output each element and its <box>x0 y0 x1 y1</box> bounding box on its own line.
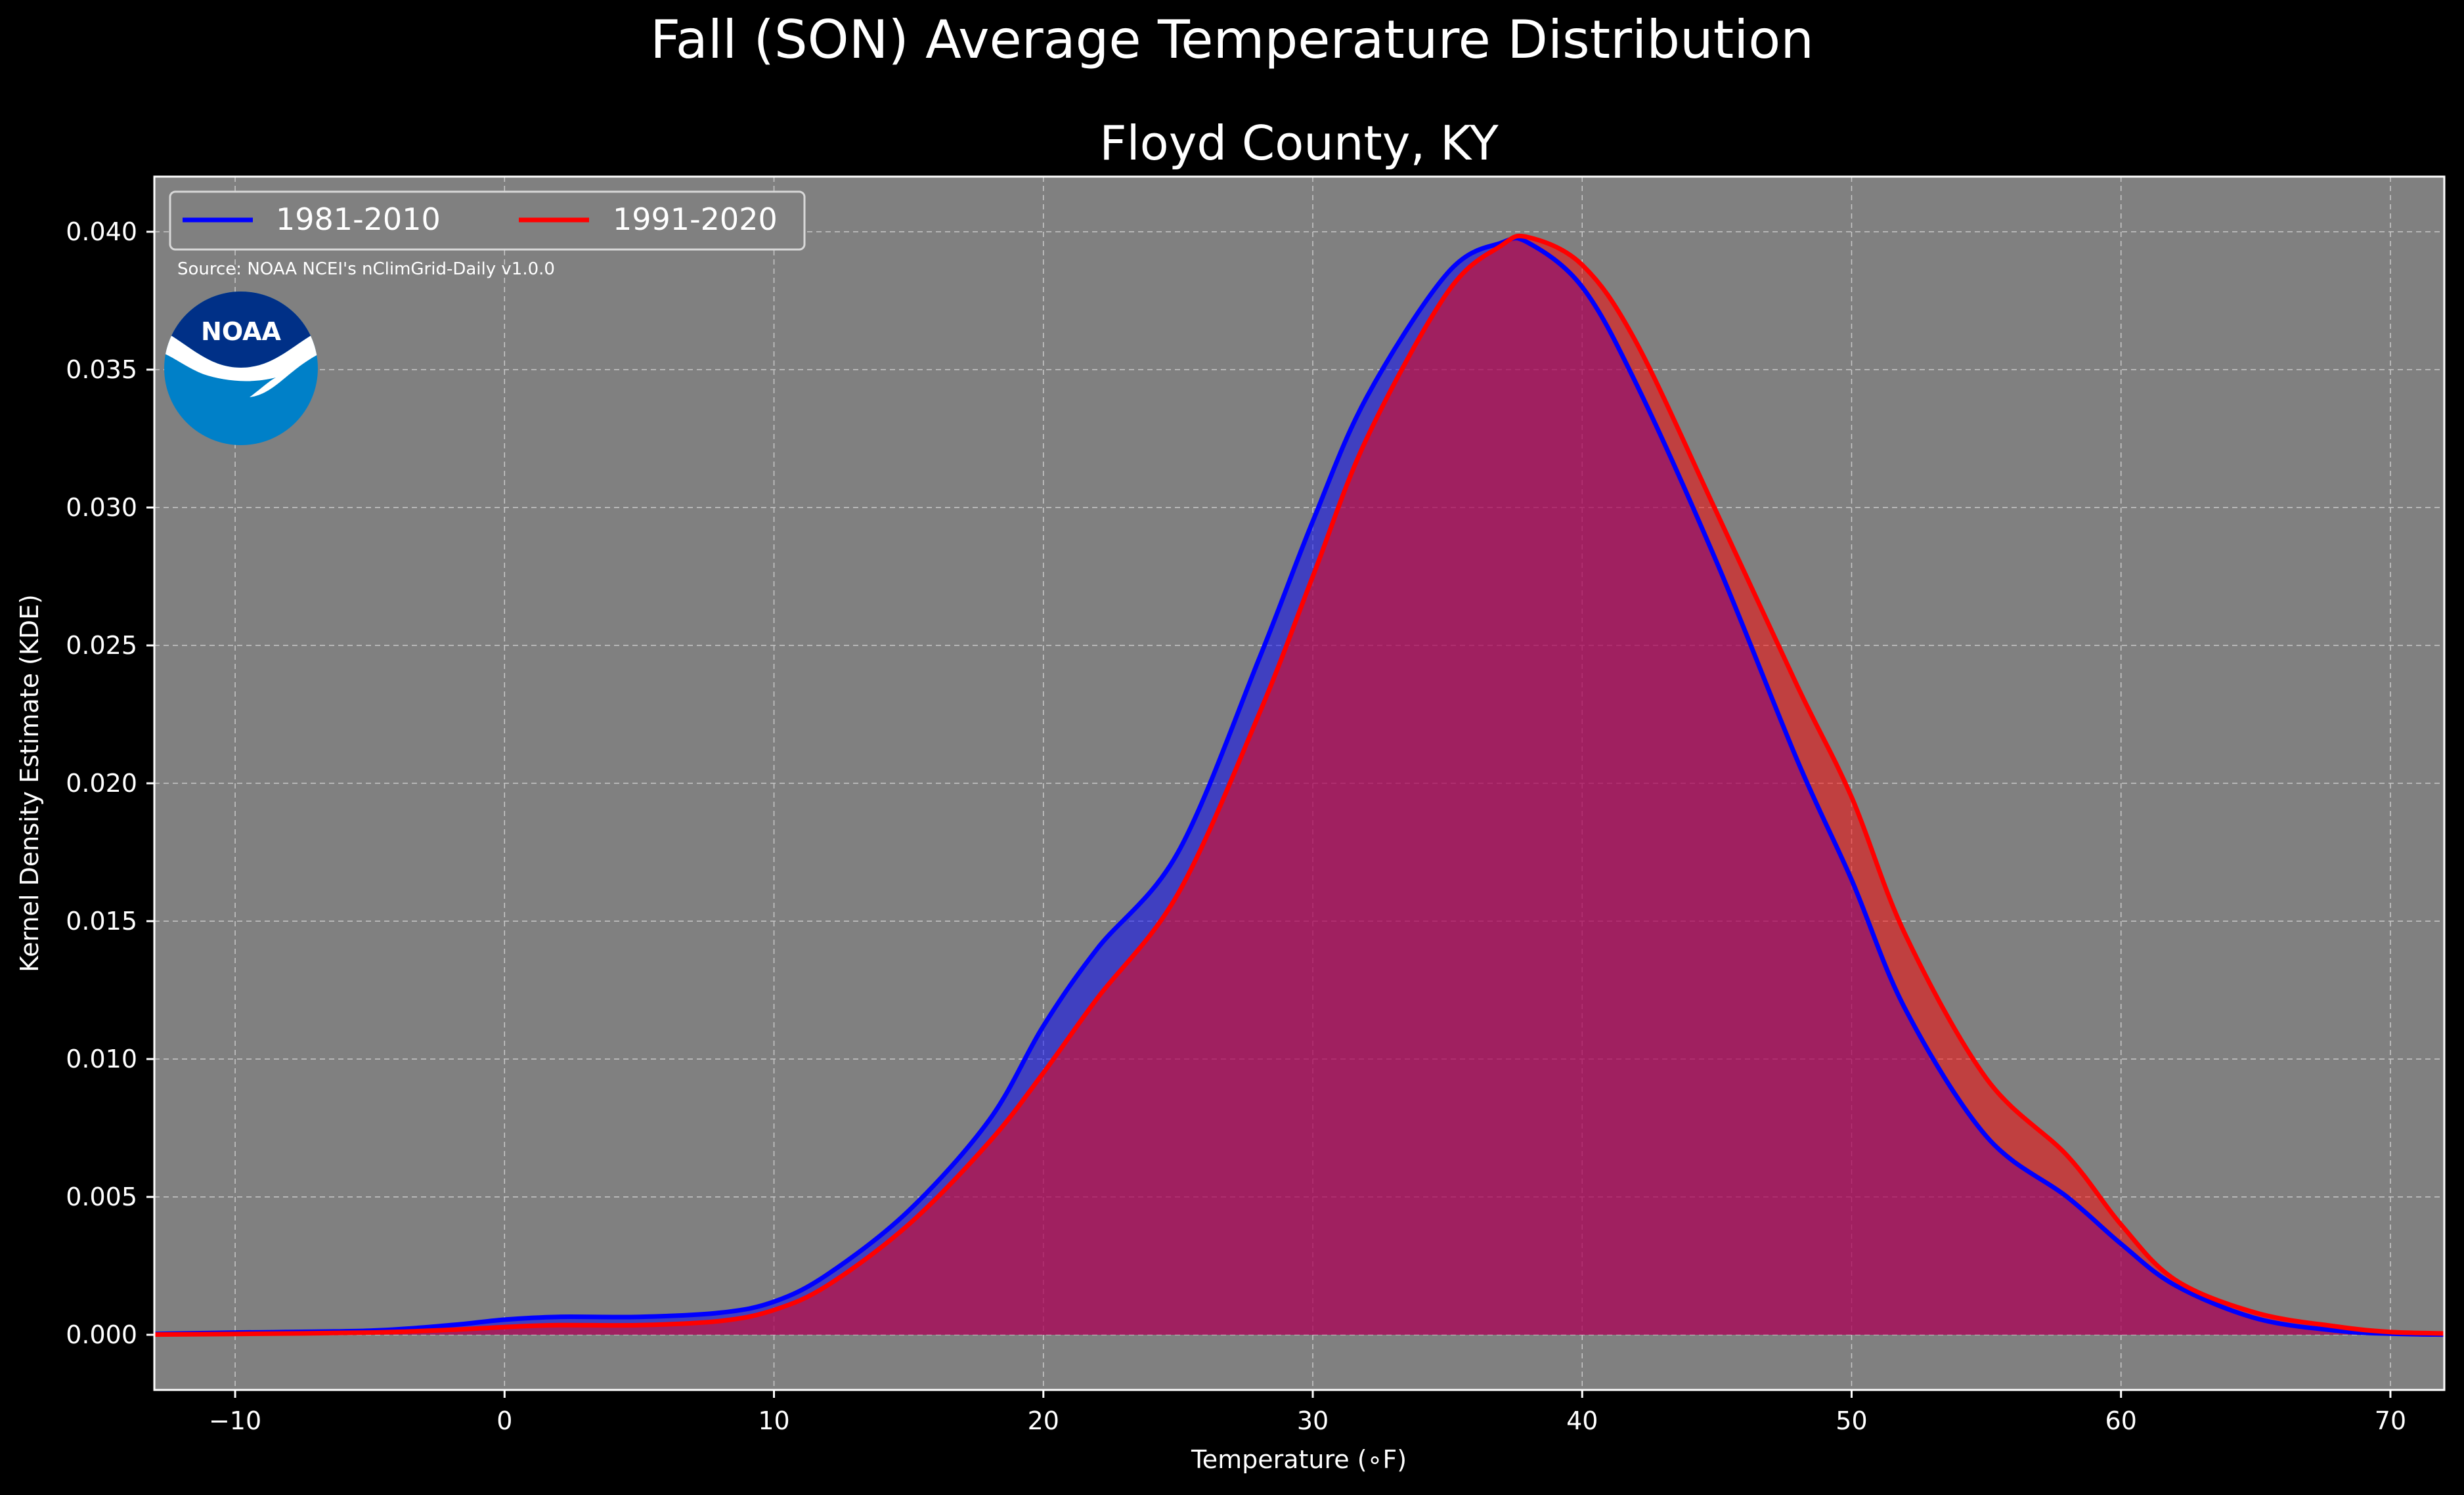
x-tick-label: 0 <box>496 1406 512 1435</box>
y-tick-label: 0.020 <box>66 769 137 798</box>
x-axis-ticks: −10 0 10 20 30 40 50 60 70 <box>209 1390 2406 1435</box>
y-tick-label: 0.030 <box>66 493 137 522</box>
source-annotation: Source: NOAA NCEI's nClimGrid-Daily v1.0… <box>177 259 555 279</box>
y-tick-label: 0.015 <box>66 907 137 936</box>
x-tick-label: 10 <box>758 1406 789 1435</box>
x-tick-label: 60 <box>2105 1406 2137 1435</box>
chart-subtitle: Floyd County, KY <box>1099 116 1499 171</box>
noaa-logo: NOAA <box>164 292 318 445</box>
y-tick-label: 0.010 <box>66 1045 137 1073</box>
series-fills <box>154 236 2444 1335</box>
y-tick-label: 0.035 <box>66 355 137 384</box>
series-lines <box>154 233 2445 1337</box>
series-line-1981-2010 <box>154 236 2445 1337</box>
x-tick-label: 20 <box>1028 1406 1059 1435</box>
legend-box <box>169 190 806 251</box>
x-axis-label: Temperature (∘F) <box>1191 1445 1407 1474</box>
y-axis-label: Kernel Density Estimate (KDE) <box>15 594 44 972</box>
chart-title: Fall (SON) Average Temperature Distribut… <box>650 9 1814 70</box>
y-tick-label: 0.000 <box>66 1320 137 1349</box>
noaa-logo-text: NOAA <box>201 317 281 346</box>
y-tick-label: 0.040 <box>66 217 137 246</box>
series-area-1991-2020 <box>154 236 2444 1335</box>
y-tick-label: 0.005 <box>66 1182 137 1211</box>
x-tick-label: 70 <box>2375 1406 2406 1435</box>
x-tick-label: 40 <box>1566 1406 1598 1435</box>
legend: 1981-2010 1991-2020 <box>169 190 806 251</box>
y-axis-ticks: 0.000 0.005 0.010 0.015 0.020 0.025 0.030 0.035… <box>66 217 154 1349</box>
x-tick-label: −10 <box>209 1406 261 1435</box>
legend-label-1991-2020: 1991-2020 <box>613 202 778 237</box>
y-tick-label: 0.025 <box>66 631 137 660</box>
x-tick-label: 30 <box>1297 1406 1329 1435</box>
x-tick-label: 50 <box>1836 1406 1867 1435</box>
legend-label-1981-2010: 1981-2010 <box>276 202 441 237</box>
series-line-1991-2020 <box>154 233 2445 1337</box>
